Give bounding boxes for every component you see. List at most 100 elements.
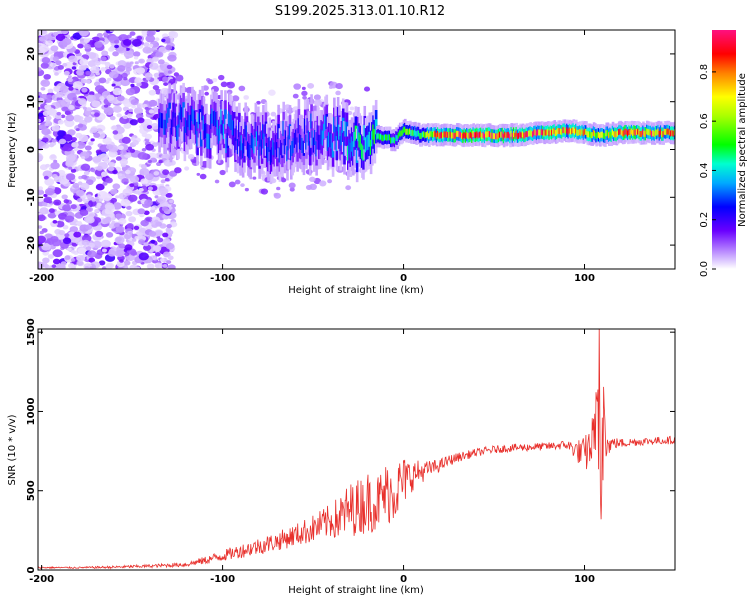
spectrogram-noise-blob xyxy=(309,183,317,191)
spectrogram-noise-blob xyxy=(88,141,94,146)
spectrogram-noise-blob xyxy=(120,149,127,155)
spectrogram-noise-blob xyxy=(273,192,281,199)
spectrogram-noise-blob xyxy=(349,106,355,111)
spectrogram-noise-blob xyxy=(52,31,59,36)
spectrogram-noise-blob xyxy=(47,88,54,93)
spectrogram-noise-blob xyxy=(117,145,124,151)
spectrogram-noise-blob xyxy=(94,209,100,213)
spectrogram-noise-blob xyxy=(44,122,49,127)
spectrogram-noise-blob xyxy=(124,252,130,257)
spectrogram-noise-blob xyxy=(146,30,156,37)
spectrogram-noise-blob xyxy=(219,169,226,176)
spectrogram-noise-blob xyxy=(313,94,321,101)
spectrogram-noise-blob xyxy=(100,56,107,62)
spectrogram-noise-blob xyxy=(134,61,139,65)
spectrogram-noise-blob xyxy=(174,167,182,174)
spectrogram-noise-blob xyxy=(77,247,86,254)
spectrogram-noise-blob xyxy=(87,200,97,207)
spectrogram-noise-blob xyxy=(309,176,316,183)
spectrogram-noise-blob xyxy=(162,264,168,268)
spectrogram-noise-blob xyxy=(64,119,75,128)
spectrogram-noise-blob xyxy=(109,30,115,33)
spectrogram-noise-blob xyxy=(75,221,81,226)
snr-series-line xyxy=(38,329,675,570)
x-tick-label: -200 xyxy=(29,574,54,585)
spectrogram-noise-blob xyxy=(118,173,123,177)
spectrogram-noise-blob xyxy=(116,113,122,118)
colorbar: 0.0 0.2 0.4 0.6 0.8 Normalized spectral ampl… xyxy=(699,30,748,277)
spectrogram-noise-blob xyxy=(60,30,69,35)
spectrogram-noise-blob xyxy=(159,187,169,195)
snr-plot-area xyxy=(38,329,675,570)
spectrogram-noise-blob xyxy=(113,39,120,44)
spectrogram-noise-blob xyxy=(86,94,96,102)
spectrogram-noise-blob xyxy=(103,158,110,164)
spectrogram-noise-blob xyxy=(79,209,89,216)
spectrogram-noise-blob xyxy=(101,248,108,253)
spectrogram-noise-blob xyxy=(347,110,353,116)
spectrogram-noise-blob xyxy=(123,76,128,81)
y-tick-label: -20 xyxy=(26,236,37,254)
spectrogram-noise-blob xyxy=(129,148,136,153)
spectrogram-noise-blob xyxy=(161,38,166,43)
y-tick-label: 1500 xyxy=(26,318,37,346)
spectrogram-noise-blob xyxy=(126,223,134,229)
spectrogram-noise-blob xyxy=(136,35,143,41)
spectrogram-noise-blob xyxy=(88,91,95,96)
spectrogram-noise-blob xyxy=(148,43,154,48)
spectrogram-noise-blob xyxy=(94,60,101,66)
spectrogram-noise-blob xyxy=(84,145,92,151)
spectrogram-noise-blob xyxy=(157,237,164,243)
spectrogram-noise-blob xyxy=(104,61,111,67)
spectrogram-noise-blob xyxy=(137,152,148,160)
spectrogram-noise-blob xyxy=(140,164,147,169)
colorbar-tick-label: 0.6 xyxy=(699,113,710,129)
spectrogram-noise-blob xyxy=(162,232,169,238)
spectrogram-noise-blob xyxy=(140,178,149,185)
spectrogram-noise-blob xyxy=(135,191,140,195)
spectrogram-noise-blob xyxy=(42,110,50,116)
spectrogram-x-label: Height of straight line (km) xyxy=(288,285,424,296)
spectrogram-noise-blob xyxy=(64,233,70,238)
spectrogram-noise-blob xyxy=(76,141,86,149)
spectrogram-noise-blob xyxy=(147,159,152,163)
spectrogram-noise-blob xyxy=(157,59,165,65)
spectrogram-noise-blob xyxy=(116,45,127,54)
spectrogram-noise-blob xyxy=(90,127,98,133)
spectrogram-noise-blob xyxy=(80,65,87,70)
spectrogram-noise-blob xyxy=(50,162,60,170)
spectrogram-noise-blob xyxy=(38,112,44,117)
spectrogram-noise-blob xyxy=(39,44,49,53)
spectrogram-noise-blob xyxy=(85,246,92,251)
spectrogram-noise-blob xyxy=(94,85,105,93)
colorbar-tick-label: 0.0 xyxy=(699,261,710,277)
spectrogram-noise-blob xyxy=(289,187,295,192)
spectrogram-noise-blob xyxy=(43,34,53,42)
spectrogram-noise-blob xyxy=(109,188,118,195)
spectrogram-noise-blob xyxy=(108,161,116,168)
colorbar-tick-label: 0.2 xyxy=(699,212,710,228)
spectrogram-noise-blob xyxy=(95,149,102,154)
spectrogram-noise-blob xyxy=(117,95,125,102)
spectrogram-noise-blob xyxy=(212,78,218,83)
spectrogram-noise-blob xyxy=(118,218,127,225)
snr-y-ticks: 0 500 1000 1500 xyxy=(26,318,675,573)
spectrogram-noise-blob xyxy=(127,146,132,150)
spectrogram-noise-blob xyxy=(118,243,126,249)
y-tick-label: -10 xyxy=(26,188,37,206)
spectrogram-noise-blob xyxy=(44,104,52,110)
spectrogram-noise-blob xyxy=(73,116,82,123)
spectrogram-noise-blob xyxy=(137,208,146,215)
spectrogram-noise-blob xyxy=(228,181,236,188)
spectrogram-noise-blob xyxy=(113,132,124,141)
spectrogram-noise-blob xyxy=(138,187,144,192)
colorbar-ticks: 0.0 0.2 0.4 0.6 0.8 xyxy=(699,64,716,277)
spectrogram-noise-blob xyxy=(196,172,201,176)
x-tick-label: -100 xyxy=(210,574,235,585)
spectrogram-noise-blob xyxy=(64,110,71,116)
spectrogram-noise-blob xyxy=(41,243,51,251)
spectrogram-noise-blob xyxy=(106,94,115,101)
spectrogram-noise-blob xyxy=(102,181,108,186)
spectrogram-noise-blob xyxy=(68,263,75,269)
